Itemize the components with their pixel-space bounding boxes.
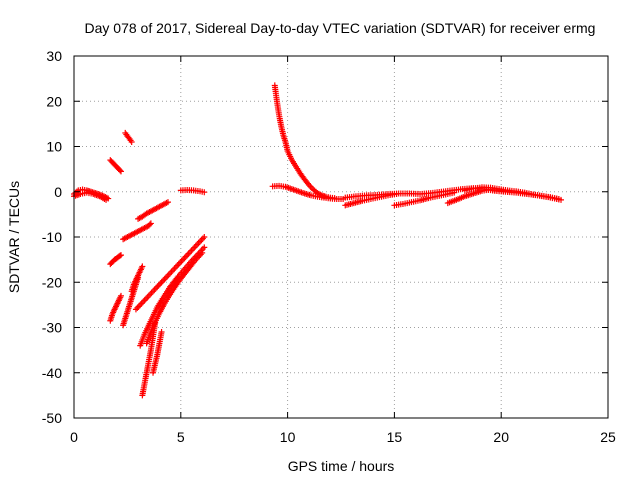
y-tick-label: -20 [42, 274, 62, 290]
y-tick-label: -10 [42, 229, 62, 245]
data-point [201, 244, 208, 251]
data-points [71, 82, 565, 399]
x-tick-label: 15 [387, 429, 403, 445]
series-arc-early-2 [71, 189, 110, 203]
series-arc-b [122, 129, 135, 145]
series-arc-e [135, 199, 171, 222]
data-point [152, 319, 159, 326]
data-point [199, 249, 206, 256]
series-arc-f [107, 292, 124, 324]
y-tick-label: 30 [46, 48, 62, 64]
data-point [117, 292, 124, 299]
series-arc-s [391, 189, 458, 209]
series-arc-a [107, 157, 124, 175]
series-arc-r [342, 191, 400, 209]
data-point [128, 138, 135, 145]
data-point [146, 221, 153, 228]
y-tick-label: 20 [46, 93, 62, 109]
data-point [555, 195, 562, 202]
y-tick-label: 10 [46, 139, 62, 155]
data-point [103, 196, 110, 203]
data-point [189, 260, 196, 267]
series-arc-n [177, 186, 208, 196]
x-tick-label: 10 [280, 429, 296, 445]
data-point [201, 189, 208, 196]
data-point [117, 168, 124, 175]
x-axis-title: GPS time / hours [288, 458, 395, 474]
data-point [164, 199, 171, 206]
series-arc-h [132, 234, 208, 313]
axis-ticks: 0 5 10 15 20 25 -50 -40 -30 -20 -10 0 10 20 30 [42, 48, 616, 445]
data-point [158, 329, 165, 336]
y-tick-label: 0 [54, 184, 62, 200]
data-point [393, 191, 400, 198]
data-point [116, 167, 123, 174]
x-tick-label: 20 [493, 429, 509, 445]
data-point [147, 220, 154, 227]
y-tick-label: -50 [42, 410, 62, 426]
series-arc-m [128, 263, 146, 295]
data-point [139, 263, 146, 270]
series-arc-g [120, 274, 142, 329]
data-point [117, 252, 124, 259]
y-tick-label: -40 [42, 365, 62, 381]
chart-title: Day 078 of 2017, Sidereal Day-to-day VTE… [85, 20, 596, 36]
series-arc-k [139, 319, 159, 399]
series-arc-p [269, 182, 347, 202]
series-arc-i [137, 244, 208, 349]
y-tick-label: -30 [42, 320, 62, 336]
series-arc-d [120, 220, 154, 243]
series-arc-u [461, 184, 562, 202]
series-arc-c [107, 252, 124, 268]
series-arc-l [150, 329, 165, 376]
y-axis-title: SDTVAR / TECUs [6, 181, 22, 293]
data-point [451, 189, 458, 196]
series-arc-j [143, 249, 206, 347]
data-point [201, 234, 208, 240]
x-tick-label: 25 [600, 429, 616, 445]
data-point [116, 252, 123, 259]
x-tick-label: 5 [177, 429, 185, 445]
x-tick-label: 0 [70, 429, 78, 445]
